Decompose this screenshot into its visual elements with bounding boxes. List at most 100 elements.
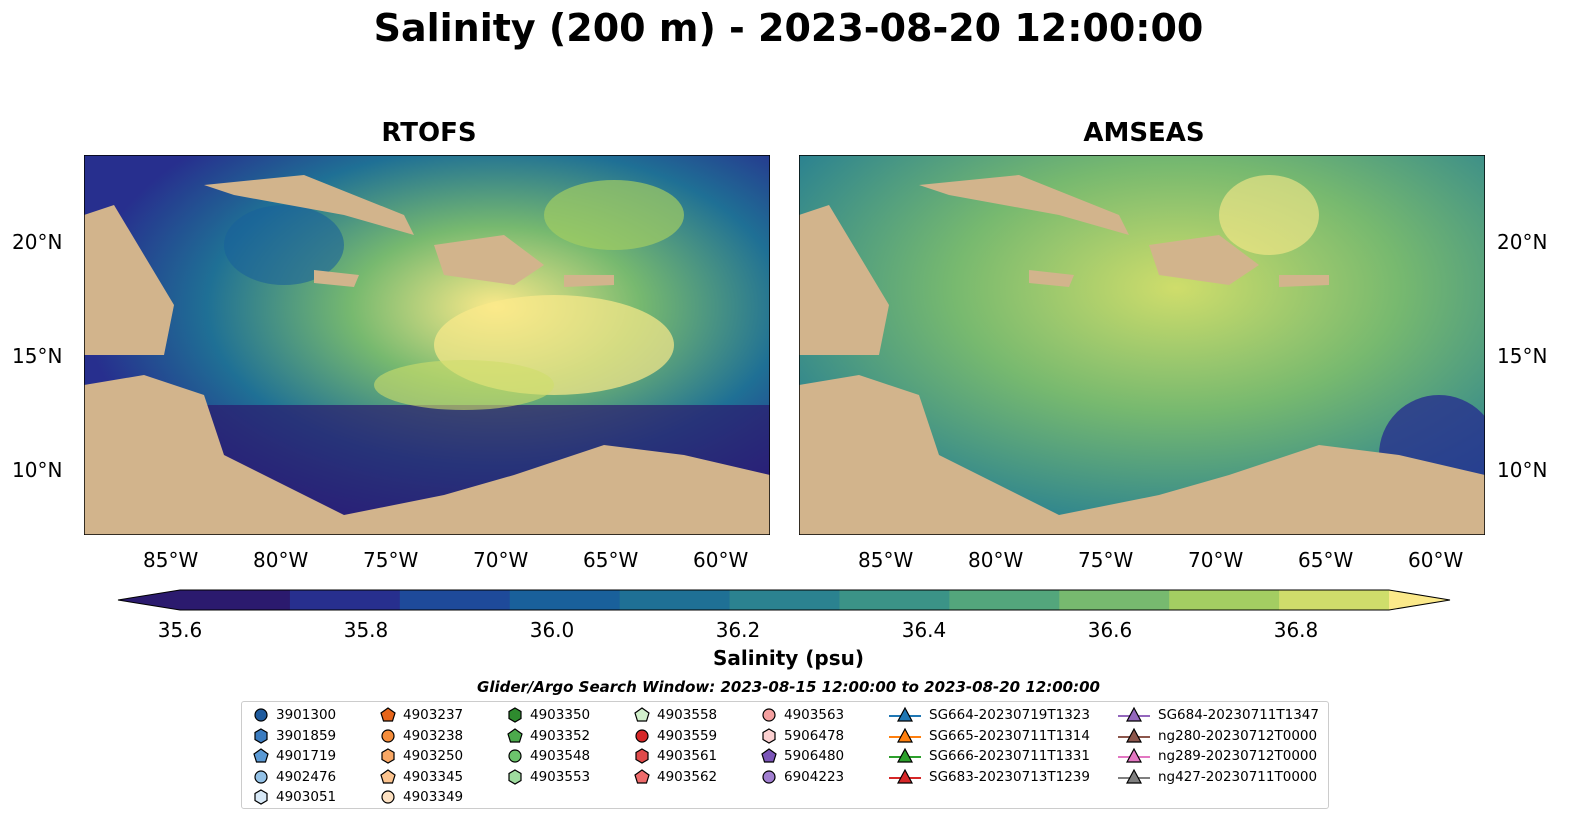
lon-tick-70-right: 70°W: [1188, 548, 1244, 572]
legend-item-label: 4903250: [403, 748, 464, 764]
legend-item-label: ng280-20230712T0000: [1158, 727, 1318, 744]
colorbar-tick: 36.6: [1087, 618, 1133, 642]
legend-item: 4903350: [506, 705, 590, 725]
legend-item-label: SG664-20230719T1323: [929, 707, 1090, 723]
legend-item: SG664-20230719T1323: [887, 705, 1090, 725]
legend-item-label: 5906480: [784, 748, 845, 764]
legend-item: 4903238: [379, 726, 463, 746]
colorbar-tick: 36.2: [715, 618, 761, 642]
lon-tick-60-right: 60°W: [1408, 548, 1464, 572]
lat-tick-15-left: 15°N: [12, 344, 63, 368]
legend-item: 4903558: [633, 705, 717, 725]
colorbar-segment: [399, 590, 511, 610]
colorbar-extend-max: [1389, 590, 1450, 610]
legend-item-label: 3901859: [276, 727, 337, 744]
lat-tick-20-right: 20°N: [1497, 230, 1548, 254]
legend-item-label: SG666-20230711T1331: [929, 748, 1090, 764]
colorbar-tick: 35.8: [343, 618, 389, 642]
legend-item-label: 4903559: [657, 727, 718, 744]
colorbar-tick: 35.6: [157, 618, 203, 642]
legend-item-label: 4903051: [276, 789, 337, 805]
lat-tick-10-right: 10°N: [1497, 458, 1548, 482]
legend-item-label: 6904223: [784, 768, 845, 785]
colorbar-segment: [619, 590, 731, 610]
legend-item: SG684-20230711T1347: [1116, 705, 1319, 725]
legend-item-label: ng427-20230711T0000: [1158, 768, 1318, 785]
search-window-text: Glider/Argo Search Window: 2023-08-15 12…: [477, 678, 1100, 696]
colorbar-segment: [289, 590, 401, 610]
legend-item-label: 4902476: [276, 768, 337, 785]
legend-item: ng427-20230711T0000: [1116, 767, 1317, 787]
legend-item: 6904223: [760, 767, 844, 787]
legend-item: 3901859: [252, 726, 336, 746]
lon-tick-85-right: 85°W: [858, 548, 914, 572]
legend-item-label: 4903349: [403, 789, 464, 805]
lon-tick-75-right: 75°W: [1078, 548, 1134, 572]
lat-tick-15-right: 15°N: [1497, 344, 1548, 368]
legend-item-label: 4903558: [657, 707, 718, 723]
legend-item: 4901719: [252, 746, 336, 766]
legend-item: 4903237: [379, 705, 463, 725]
legend-item: ng289-20230712T0000: [1116, 746, 1317, 766]
colorbar-segment: [839, 590, 950, 610]
lon-tick-85-left: 85°W: [143, 548, 199, 572]
panel-title-rtofs: RTOFS: [381, 118, 477, 148]
lon-tick-80-right: 80°W: [968, 548, 1024, 572]
colorbar: [117, 589, 1451, 611]
lon-tick-80-left: 80°W: [253, 548, 309, 572]
legend-item-label: 4903553: [530, 768, 591, 785]
lat-tick-10-left: 10°N: [12, 458, 63, 482]
colorbar-segment: [1279, 590, 1390, 610]
colorbar-extend-min: [118, 590, 180, 610]
colorbar-segment: [1169, 590, 1280, 610]
legend-item-label: 4903345: [403, 768, 464, 785]
lon-tick-65-right: 65°W: [1298, 548, 1354, 572]
colorbar-segment: [509, 590, 621, 610]
colorbar-segment: [729, 590, 840, 610]
legend-item-label: 5906478: [784, 727, 845, 744]
legend-item: 5906478: [760, 726, 844, 746]
lat-tick-20-left: 20°N: [12, 230, 63, 254]
panel-title-amseas: AMSEAS: [1083, 118, 1205, 148]
legend-item: SG665-20230711T1314: [887, 726, 1090, 746]
legend-item: SG683-20230713T1239: [887, 767, 1090, 787]
lon-tick-60-left: 60°W: [693, 548, 749, 572]
colorbar-segment: [180, 590, 291, 610]
legend-item-label: 4901719: [276, 748, 337, 764]
colorbar-tick: 36.0: [529, 618, 575, 642]
colorbar-tick: 36.4: [901, 618, 947, 642]
legend-item: 3901300: [252, 705, 336, 725]
colorbar-segment: [949, 590, 1060, 610]
colorbar-label: Salinity (psu): [712, 646, 864, 670]
legend-item-label: SG683-20230713T1239: [929, 768, 1090, 785]
legend-item: 4903561: [633, 746, 717, 766]
map-amseas[interactable]: [799, 155, 1485, 535]
legend-item-label: 4903237: [403, 707, 464, 723]
legend-item-label: 4903562: [657, 768, 718, 785]
legend-item: 4903559: [633, 726, 717, 746]
legend-item: SG666-20230711T1331: [887, 746, 1090, 766]
legend-item: 4903345: [379, 767, 463, 787]
legend-item: 4903563: [760, 705, 844, 725]
legend-item-label: 4903563: [784, 707, 845, 723]
legend-item: 5906480: [760, 746, 844, 766]
legend-item-label: 3901300: [276, 707, 337, 723]
legend-item: 4902476: [252, 767, 336, 787]
legend-item: 4903562: [633, 767, 717, 787]
legend-item-label: 4903238: [403, 727, 464, 744]
legend-item: ng280-20230712T0000: [1116, 726, 1317, 746]
lon-tick-75-left: 75°W: [363, 548, 419, 572]
map-rtofs[interactable]: [84, 155, 770, 535]
legend-item-label: ng289-20230712T0000: [1158, 748, 1318, 764]
legend-item: 4903051: [252, 787, 336, 807]
legend-item-label: 4903548: [530, 748, 591, 764]
colorbar-tick: 36.8: [1273, 618, 1319, 642]
legend-item-label: 4903350: [530, 707, 591, 723]
legend: 3901300 3901859 4901719 4902476 4903051 49032…: [241, 701, 1329, 809]
legend-item-label: 4903352: [530, 727, 591, 744]
lon-tick-70-left: 70°W: [473, 548, 529, 572]
figure-title: Salinity (200 m) - 2023-08-20 12:00:00: [373, 6, 1204, 50]
legend-item: 4903250: [379, 746, 463, 766]
legend-item-label: SG684-20230711T1347: [1158, 707, 1319, 723]
colorbar-segment: [1059, 590, 1170, 610]
